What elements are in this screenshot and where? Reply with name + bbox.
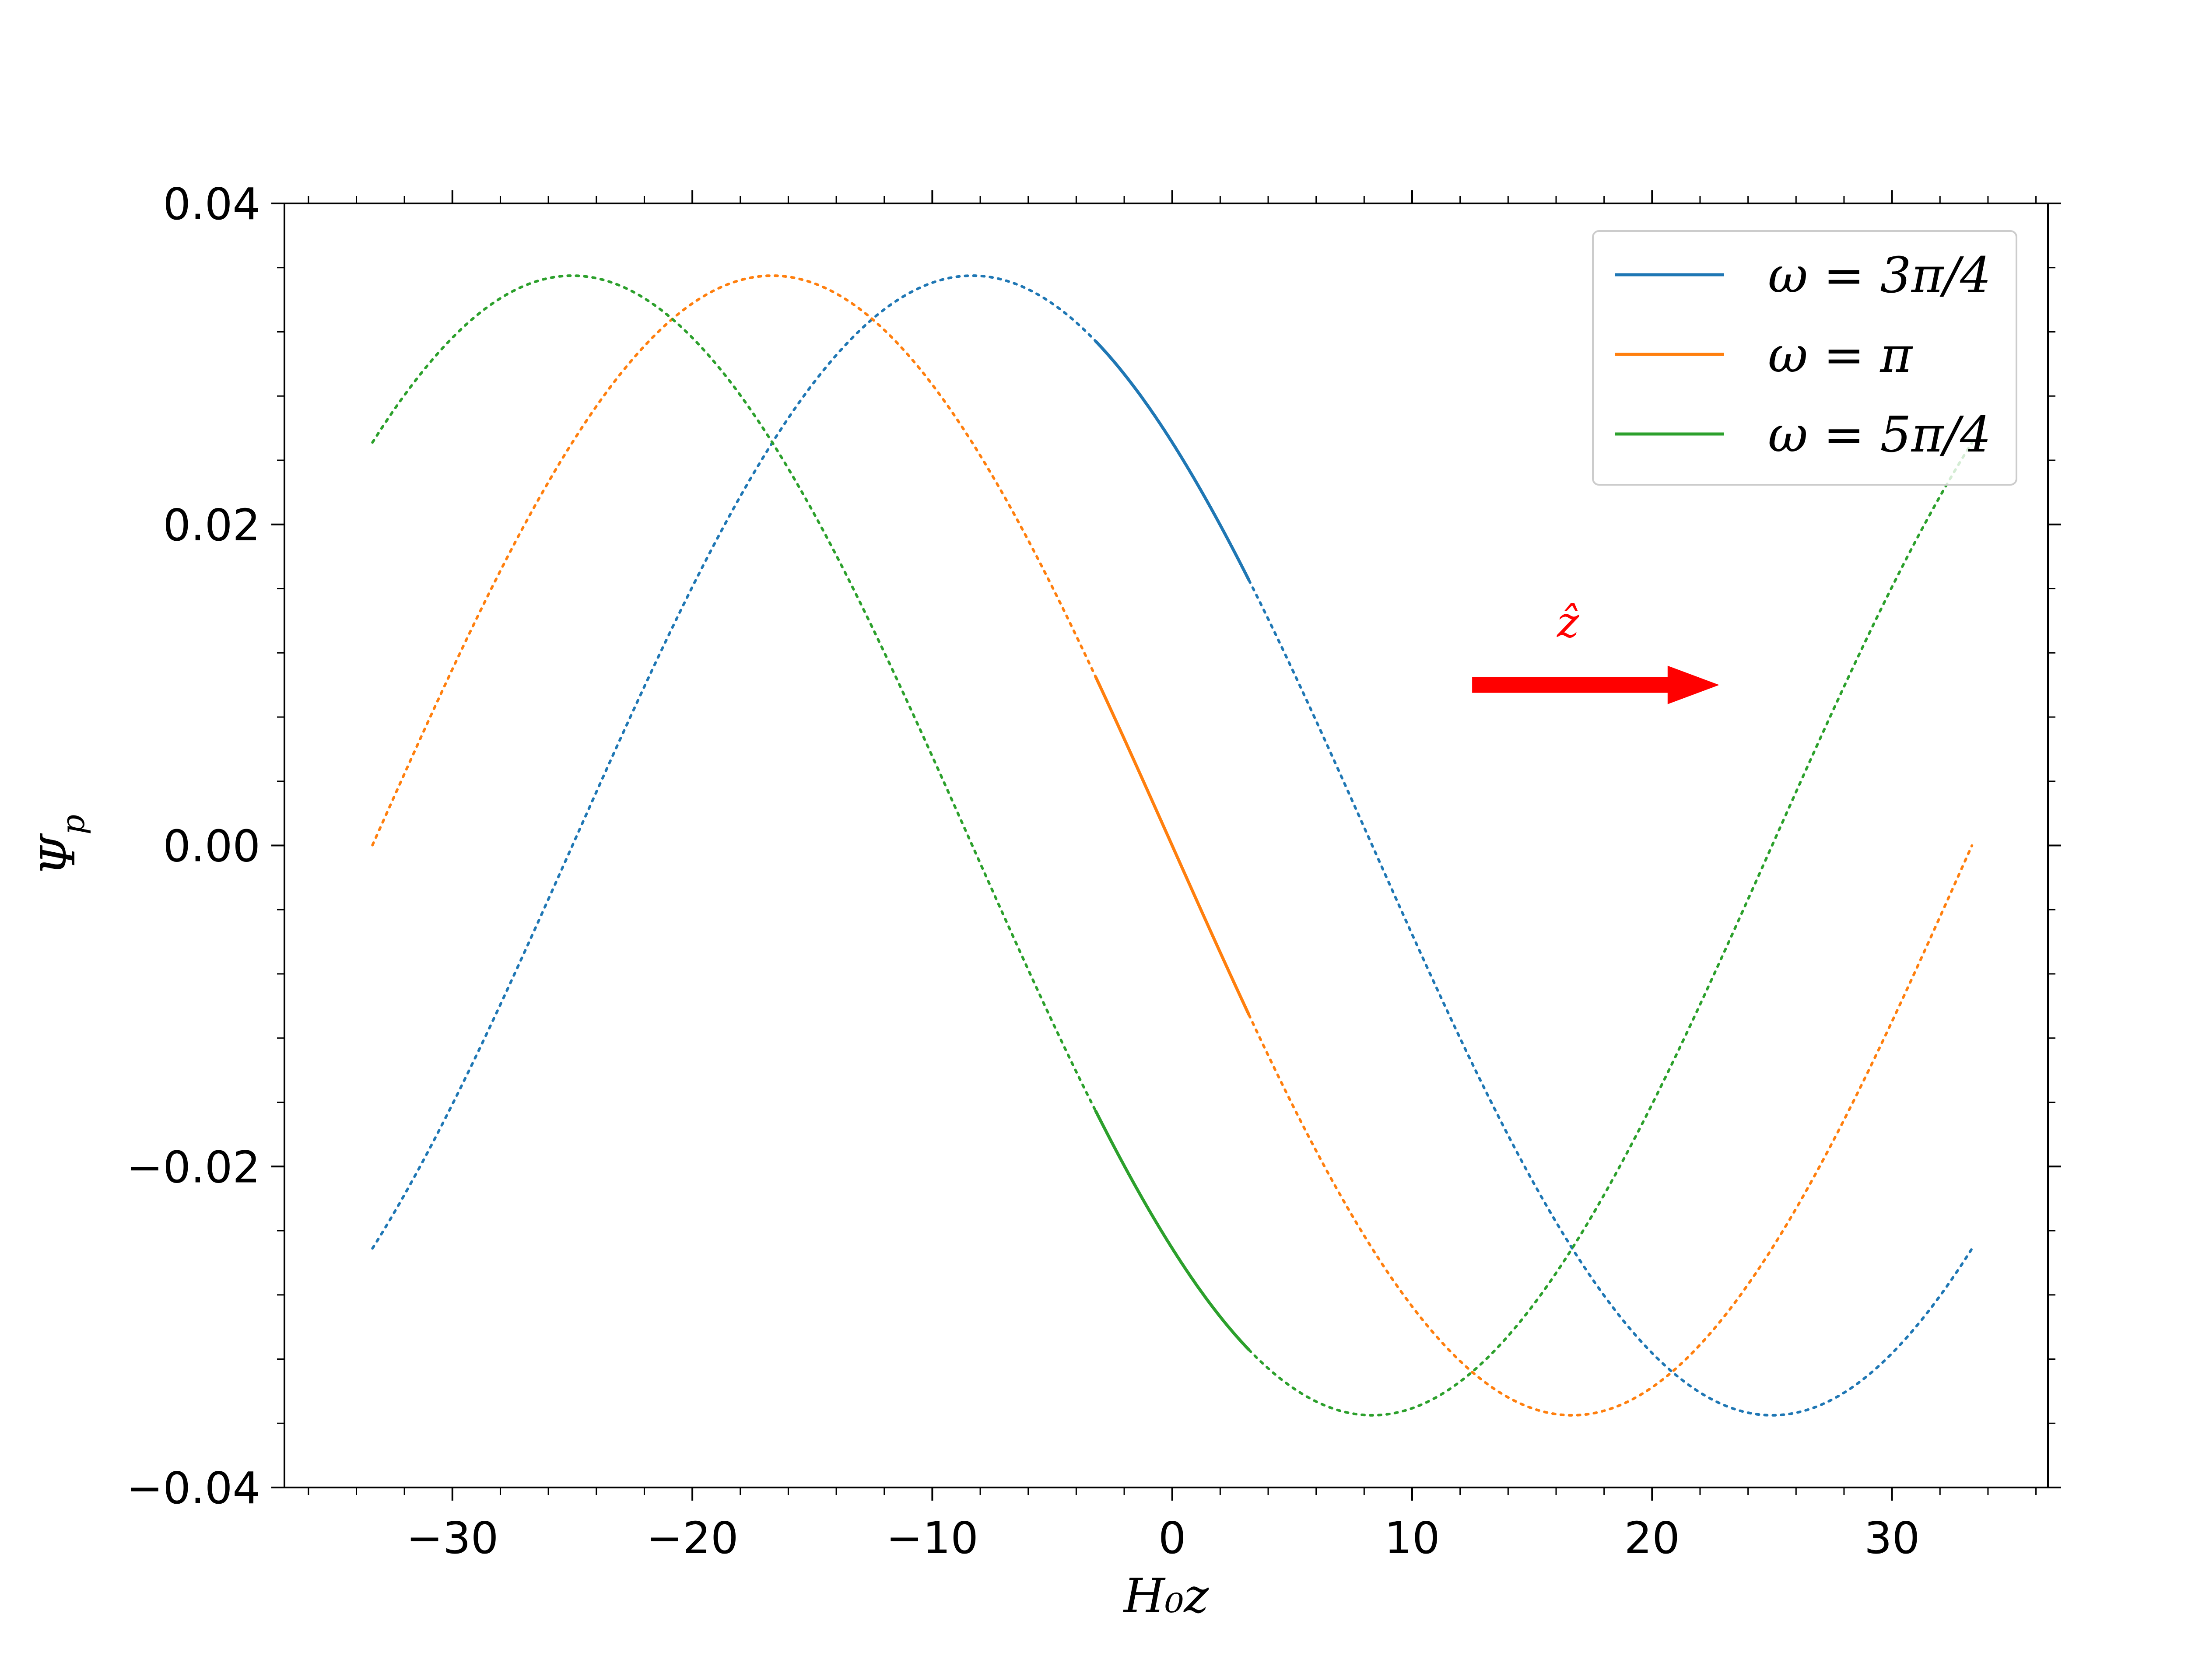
direction-arrow xyxy=(1472,665,1719,704)
series-1-dotted-right xyxy=(1248,579,1974,1417)
legend: ω = 3π/4 ω = π ω = 5π/4 xyxy=(1592,230,2017,486)
y-tick-label: 0.04 xyxy=(163,178,260,230)
y-axis-label-subscript: p xyxy=(55,815,91,835)
series-1-solid xyxy=(1094,340,1251,581)
series-2-dotted-right xyxy=(1248,844,1974,1417)
tick-layer: −30 −20 −10 0 10 20 30 −0.04 −0.02 0.00 0.02 0.04 xyxy=(126,178,2061,1564)
x-tick-label: −30 xyxy=(406,1512,498,1564)
series-layer xyxy=(371,274,1974,1417)
x-tick-label: 20 xyxy=(1624,1512,1680,1564)
series-3-dotted-left xyxy=(371,274,1097,1112)
legend-box xyxy=(1592,230,2017,486)
y-tick-label: −0.04 xyxy=(126,1463,260,1514)
series-3-solid xyxy=(1094,1110,1250,1351)
annotation-layer: ẑ xyxy=(1472,598,1719,704)
series-1 xyxy=(371,274,1974,1417)
series-2 xyxy=(371,274,1974,1417)
annotation-1: ẑ xyxy=(1557,598,1580,647)
x-tick-label: 30 xyxy=(1864,1512,1920,1564)
series-2-solid xyxy=(1094,676,1251,1016)
x-axis-label: H₀z xyxy=(1123,1569,1209,1624)
y-tick-label: −0.02 xyxy=(126,1141,260,1193)
series-1-dotted-left xyxy=(371,274,1097,1250)
y-axis-label-main: Ψ xyxy=(31,833,86,876)
x-tick-label: −10 xyxy=(886,1512,978,1564)
legend-label-2: ω = π xyxy=(1768,327,1913,384)
x-tick-label: 10 xyxy=(1384,1512,1440,1564)
legend-label-3: ω = 5π/4 xyxy=(1768,406,1991,463)
y-tick-label: 0.02 xyxy=(163,500,260,551)
series-3 xyxy=(371,274,1974,1417)
y-axis-label: Ψp xyxy=(31,815,91,876)
series-3-dotted-right xyxy=(1248,441,1974,1417)
x-tick-label: −20 xyxy=(646,1512,739,1564)
x-tick-label: 0 xyxy=(1158,1512,1186,1564)
y-tick-label: 0.00 xyxy=(163,821,260,872)
series-2-dotted-left xyxy=(371,274,1097,847)
legend-label-1: ω = 3π/4 xyxy=(1768,247,1991,304)
